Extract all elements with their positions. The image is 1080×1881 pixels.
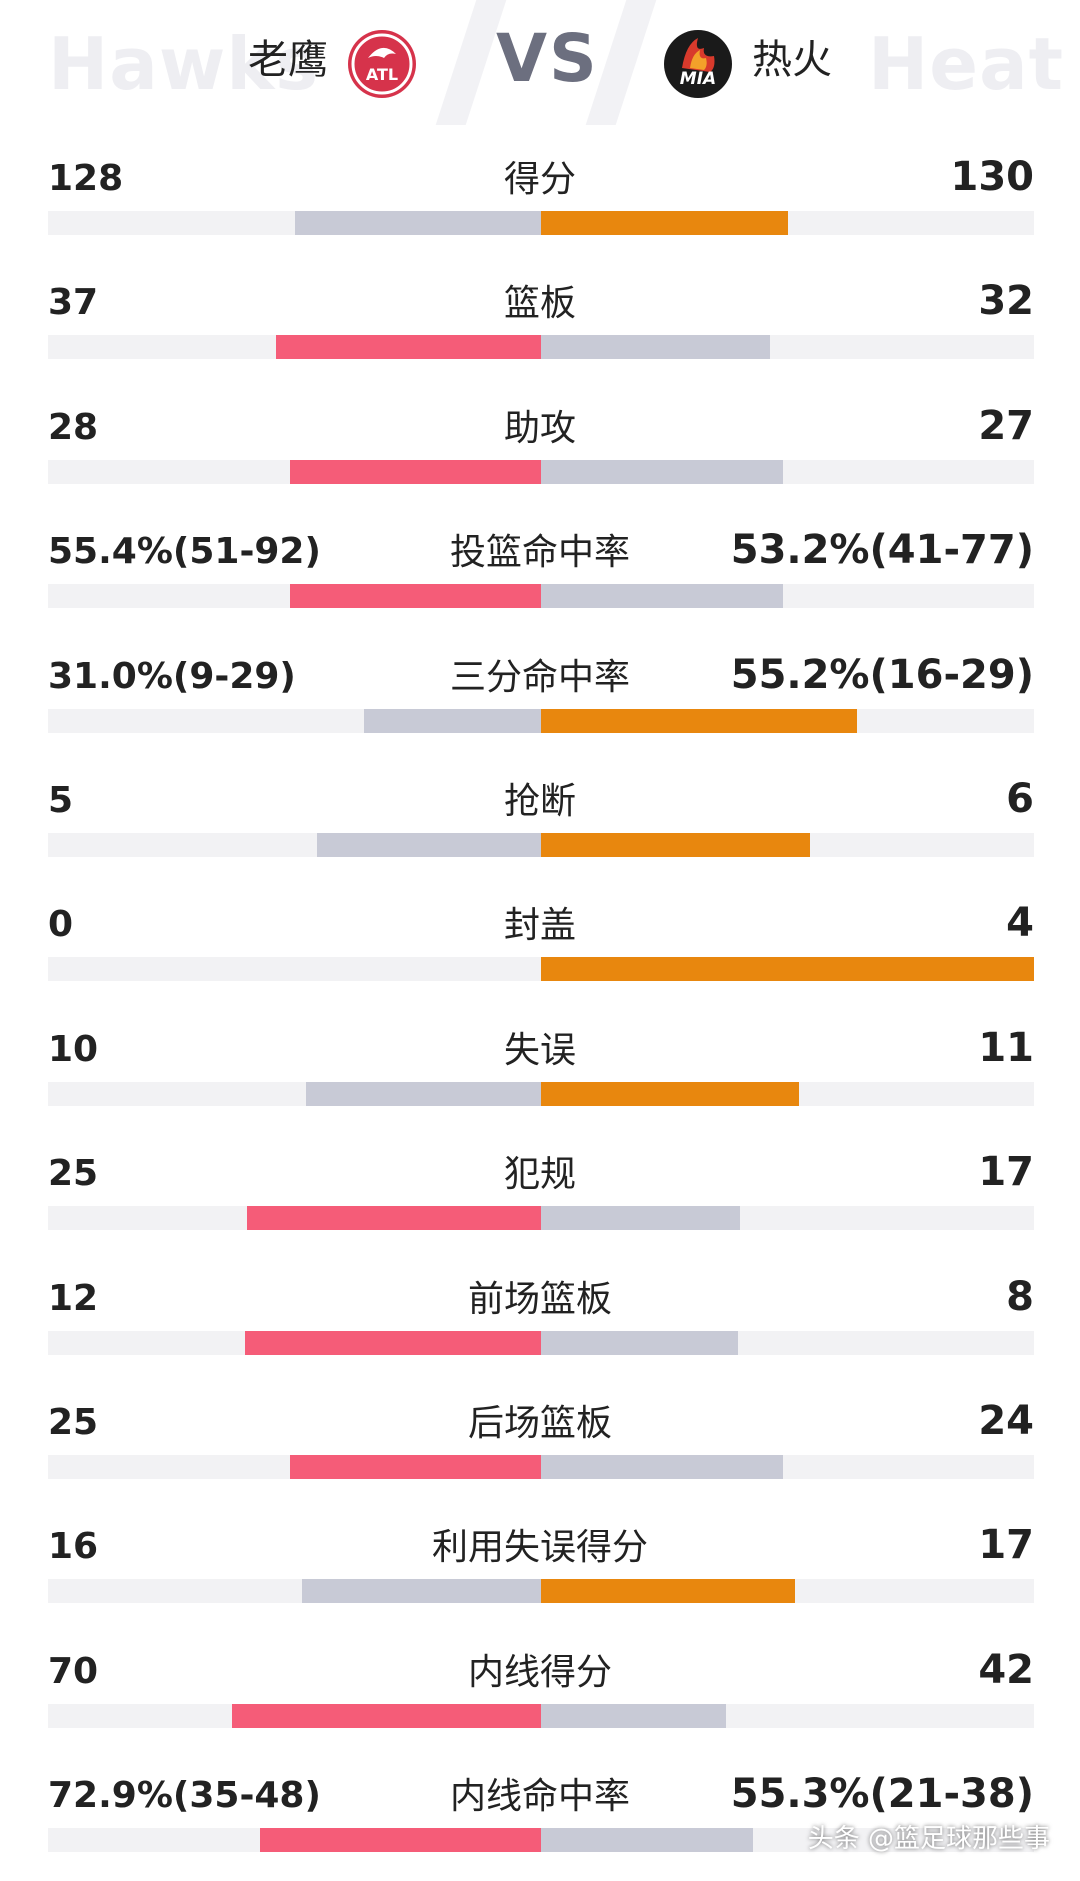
home-stat-bar	[232, 1703, 541, 1728]
away-stat-value: 27	[978, 402, 1034, 449]
home-stat-value: 37	[48, 282, 99, 324]
home-stat-bar	[247, 1206, 541, 1231]
home-stat-value: 16	[48, 1526, 99, 1568]
stat-label: 助攻	[503, 407, 576, 449]
away-stat-value: 4	[1006, 900, 1034, 947]
stat-row: 31.0%(9-29) 三分命中率 55.2%(16-29)	[0, 638, 1080, 762]
stat-row: 5 抢断 6	[0, 762, 1080, 886]
vs-label: VS	[496, 20, 599, 97]
home-stat-value: 31.0%(9-29)	[48, 655, 296, 697]
home-stat-bar	[317, 833, 541, 857]
away-stat-bar	[541, 1206, 741, 1231]
away-stat-value: 6	[1006, 776, 1034, 822]
home-stat-bar	[363, 708, 541, 733]
away-stat-value: 53.2%(41-77)	[730, 527, 1034, 574]
stat-row: 70 内线得分 42	[0, 1633, 1080, 1757]
away-bg-word: Heat	[868, 22, 1065, 106]
home-stat-bar	[289, 1455, 541, 1479]
away-stat-bar	[541, 1081, 800, 1106]
away-stat-bar	[541, 584, 783, 609]
stat-label: 利用失误得分	[431, 1527, 648, 1569]
home-stat-value: 10	[48, 1028, 99, 1070]
matchup-header: Hawks Heat 老鹰 ATL VS MIA 热火	[0, 0, 1080, 125]
stat-label: 得分	[503, 159, 576, 200]
stat-label: 后场篮板	[467, 1403, 612, 1444]
hawks-logo-icon: ATL	[348, 30, 416, 98]
home-stat-value: 28	[48, 406, 99, 448]
heat-logo-text: MIA	[680, 69, 716, 89]
stat-label: 犯规	[503, 1154, 576, 1196]
stat-row: 25 后场篮板 24	[0, 1384, 1080, 1508]
home-stat-bar	[302, 1579, 541, 1604]
away-stat-value: 55.2%(16-29)	[730, 651, 1034, 698]
away-stat-bar	[541, 708, 857, 733]
home-stat-value: 72.9%(35-48)	[48, 1775, 321, 1817]
stat-row: 16 利用失误得分 17	[0, 1508, 1080, 1632]
stat-row: 12 前场篮板 8	[0, 1260, 1080, 1384]
away-stat-bar	[541, 833, 811, 857]
home-stat-value: 0	[48, 904, 74, 946]
away-stat-bar	[541, 211, 788, 235]
home-stat-bar	[289, 584, 541, 609]
stat-label: 失误	[503, 1029, 576, 1071]
stat-row: 0 封盖 4	[0, 886, 1080, 1010]
away-stat-bar	[541, 459, 783, 484]
away-stat-value: 32	[978, 278, 1034, 325]
home-stat-value: 128	[48, 158, 124, 199]
stat-row: 25 犯规 17	[0, 1135, 1080, 1259]
home-stat-value: 12	[48, 1277, 99, 1319]
home-stat-value: 25	[48, 1402, 99, 1443]
home-stat-bar	[275, 335, 541, 360]
away-stat-bar	[541, 335, 770, 360]
stat-label: 投篮命中率	[449, 532, 630, 574]
away-stat-bar	[541, 1579, 796, 1604]
stat-row: 128 得分 130	[0, 140, 1080, 264]
stat-label: 抢断	[503, 781, 576, 822]
away-stat-value: 130	[950, 154, 1035, 200]
home-stat-bar	[294, 211, 541, 235]
home-stat-value: 70	[48, 1650, 99, 1692]
away-stat-value: 17	[978, 1522, 1034, 1569]
stat-label: 前场篮板	[467, 1278, 612, 1320]
away-stat-bar	[541, 1703, 727, 1728]
away-stat-value: 55.3%(21-38)	[730, 1771, 1034, 1818]
stat-row: 28 助攻 27	[0, 389, 1080, 513]
home-stat-bar	[245, 1330, 541, 1355]
away-stat-value: 42	[978, 1646, 1034, 1693]
home-stat-value: 25	[48, 1153, 99, 1195]
stat-label: 封盖	[503, 905, 576, 947]
stat-label: 三分命中率	[449, 656, 630, 698]
away-stat-bar	[541, 1455, 783, 1479]
hawks-logo-text: ATL	[366, 65, 398, 84]
heat-logo-icon: MIA	[664, 30, 732, 98]
stat-row: 37 篮板 32	[0, 264, 1080, 388]
home-stat-bar	[289, 459, 541, 484]
away-stat-value: 24	[978, 1398, 1034, 1444]
home-bg-word: Hawks	[48, 22, 320, 106]
home-stat-bar	[259, 1828, 541, 1853]
home-stat-value: 5	[48, 780, 74, 821]
stat-label: 内线得分	[467, 1651, 612, 1693]
away-team-name: 热火	[752, 37, 832, 83]
stat-row: 55.4%(51-92) 投篮命中率 53.2%(41-77)	[0, 513, 1080, 637]
stat-row: 72.9%(35-48) 内线命中率 55.3%(21-38)	[0, 1757, 1080, 1881]
away-stat-value: 11	[978, 1024, 1034, 1071]
watermark: 头条 @篮足球那些事	[807, 1824, 1050, 1854]
home-team-name: 老鹰	[248, 37, 328, 83]
away-stat-value: 17	[978, 1149, 1034, 1196]
away-stat-bar	[541, 1828, 753, 1853]
stat-label: 篮板	[503, 283, 576, 325]
away-stat-value: 8	[1006, 1273, 1034, 1320]
away-stat-bar	[541, 1330, 739, 1355]
stat-row: 10 失误 11	[0, 1011, 1080, 1135]
stat-label: 内线命中率	[449, 1776, 630, 1818]
home-stat-value: 55.4%(51-92)	[48, 531, 321, 573]
home-stat-bar	[306, 1081, 541, 1106]
away-stat-bar	[541, 957, 1034, 982]
